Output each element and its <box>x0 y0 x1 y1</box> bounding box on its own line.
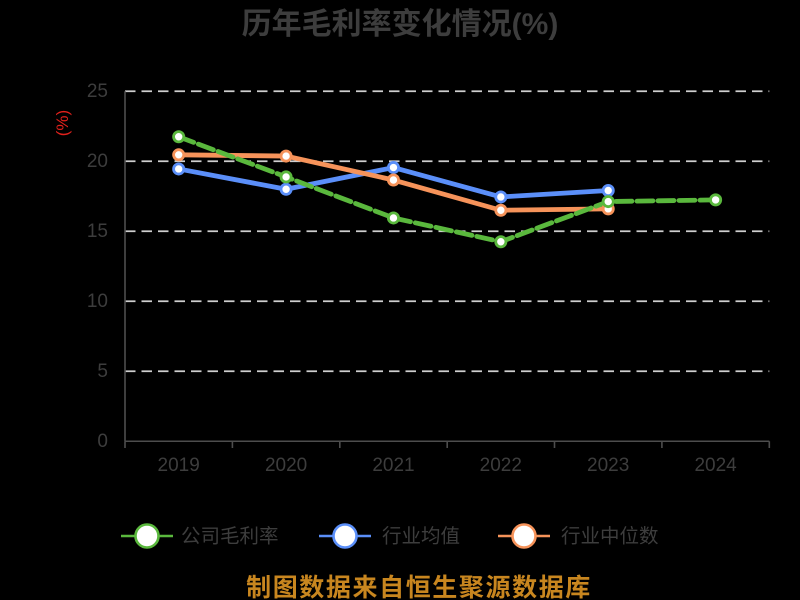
svg-text:20: 20 <box>87 151 108 172</box>
svg-text:(%): (%) <box>53 110 72 136</box>
svg-text:5: 5 <box>97 361 108 382</box>
svg-text:公司毛利率: 公司毛利率 <box>181 526 279 548</box>
svg-text:25: 25 <box>87 81 108 102</box>
svg-text:15: 15 <box>87 221 108 242</box>
svg-text:2024: 2024 <box>694 455 737 476</box>
svg-text:2021: 2021 <box>372 455 414 476</box>
svg-text:2019: 2019 <box>158 455 200 476</box>
svg-text:行业中位数: 行业中位数 <box>561 526 659 548</box>
svg-text:制图数据来自恒生聚源数据库: 制图数据来自恒生聚源数据库 <box>246 574 592 600</box>
svg-text:行业均值: 行业均值 <box>382 526 460 548</box>
svg-text:10: 10 <box>87 291 108 312</box>
svg-text:2020: 2020 <box>265 455 307 476</box>
svg-text:2022: 2022 <box>480 455 522 476</box>
svg-text:0: 0 <box>97 431 108 452</box>
svg-text:2023: 2023 <box>587 455 629 476</box>
